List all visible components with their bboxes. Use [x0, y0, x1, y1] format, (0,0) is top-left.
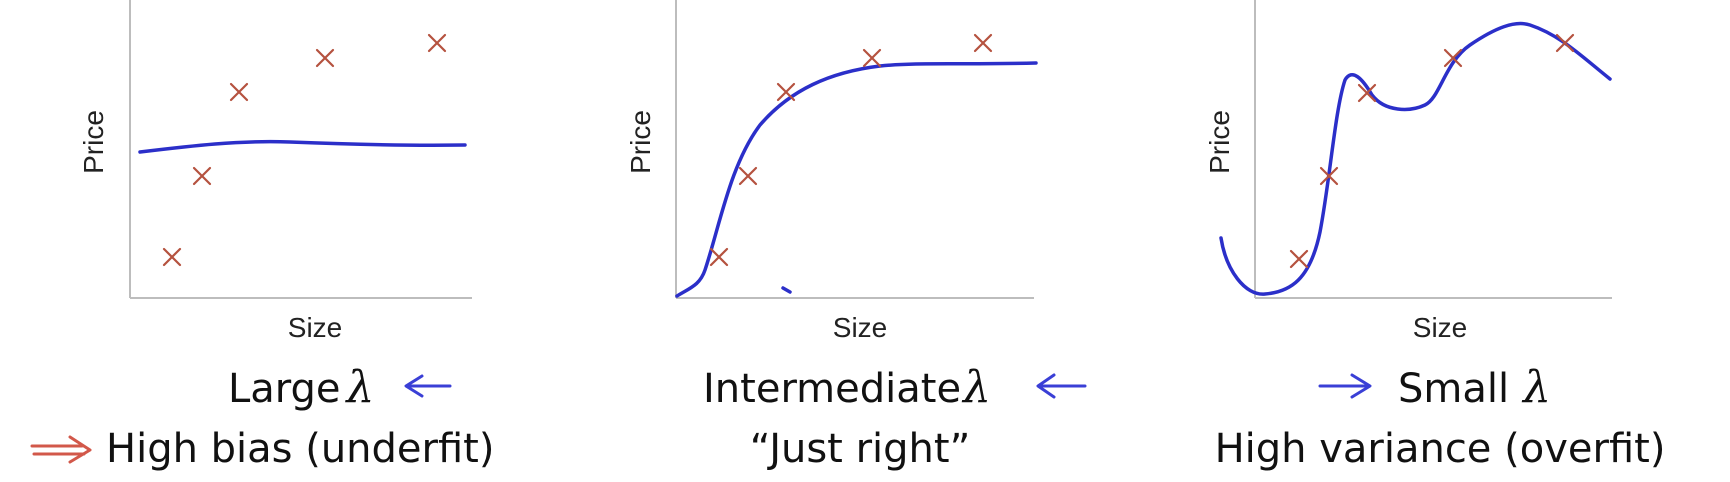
data-point [1319, 166, 1339, 186]
x-axis-label: Size [288, 312, 342, 343]
data-point [776, 82, 796, 102]
right-double-arrow-icon [30, 435, 92, 464]
x-axis-label: Size [1413, 312, 1467, 343]
caption-intermediate-lambda: Intermediateλ [703, 362, 991, 413]
x-axis-label: Size [833, 312, 887, 343]
lambda-symbol: λ [345, 362, 375, 413]
stray-mark [781, 286, 792, 294]
data-point [1443, 48, 1463, 68]
fit-curve-flat [138, 139, 467, 154]
right-arrow-icon [1318, 373, 1372, 399]
subcaption-high-variance: High variance (overfit) [1215, 426, 1666, 472]
caption-small-lambda: Small λ [1398, 362, 1551, 413]
data-point [427, 33, 447, 53]
y-axis-label: Price [1204, 110, 1235, 174]
data-point [862, 48, 882, 68]
panel-large-lambda: Price Size Large λ High bias (underfit) [30, 0, 494, 472]
fit-curve-high-order [1219, 21, 1612, 296]
subcaption-high-bias: High bias (underfit) [106, 426, 494, 472]
data-point [973, 33, 993, 53]
lambda-symbol: λ [1521, 362, 1551, 413]
y-axis-label: Price [625, 110, 656, 174]
data-point [315, 48, 335, 68]
panel-intermediate-lambda: Price Size Intermediateλ “Just right” [625, 0, 1087, 472]
data-point [1357, 83, 1377, 103]
caption-word: Small [1398, 366, 1509, 412]
left-arrow-icon [404, 374, 452, 398]
left-arrow-icon [1036, 373, 1087, 399]
data-point [229, 82, 249, 102]
data-point [709, 247, 729, 267]
caption-large-lambda: Large λ [228, 362, 374, 413]
data-point [738, 166, 758, 186]
y-axis-label: Price [78, 110, 109, 174]
data-point [162, 247, 182, 267]
data-point [1555, 33, 1575, 53]
fit-curve-quadratic [675, 61, 1038, 298]
caption-word: Intermediate [703, 366, 961, 412]
subcaption-just-right: “Just right” [750, 426, 971, 472]
panel-small-lambda: Price Size Small λ High variance (overfit… [1204, 0, 1665, 472]
data-point [192, 166, 212, 186]
data-point [1289, 249, 1309, 269]
lambda-symbol: λ [961, 362, 991, 413]
caption-word: Large [228, 366, 341, 412]
